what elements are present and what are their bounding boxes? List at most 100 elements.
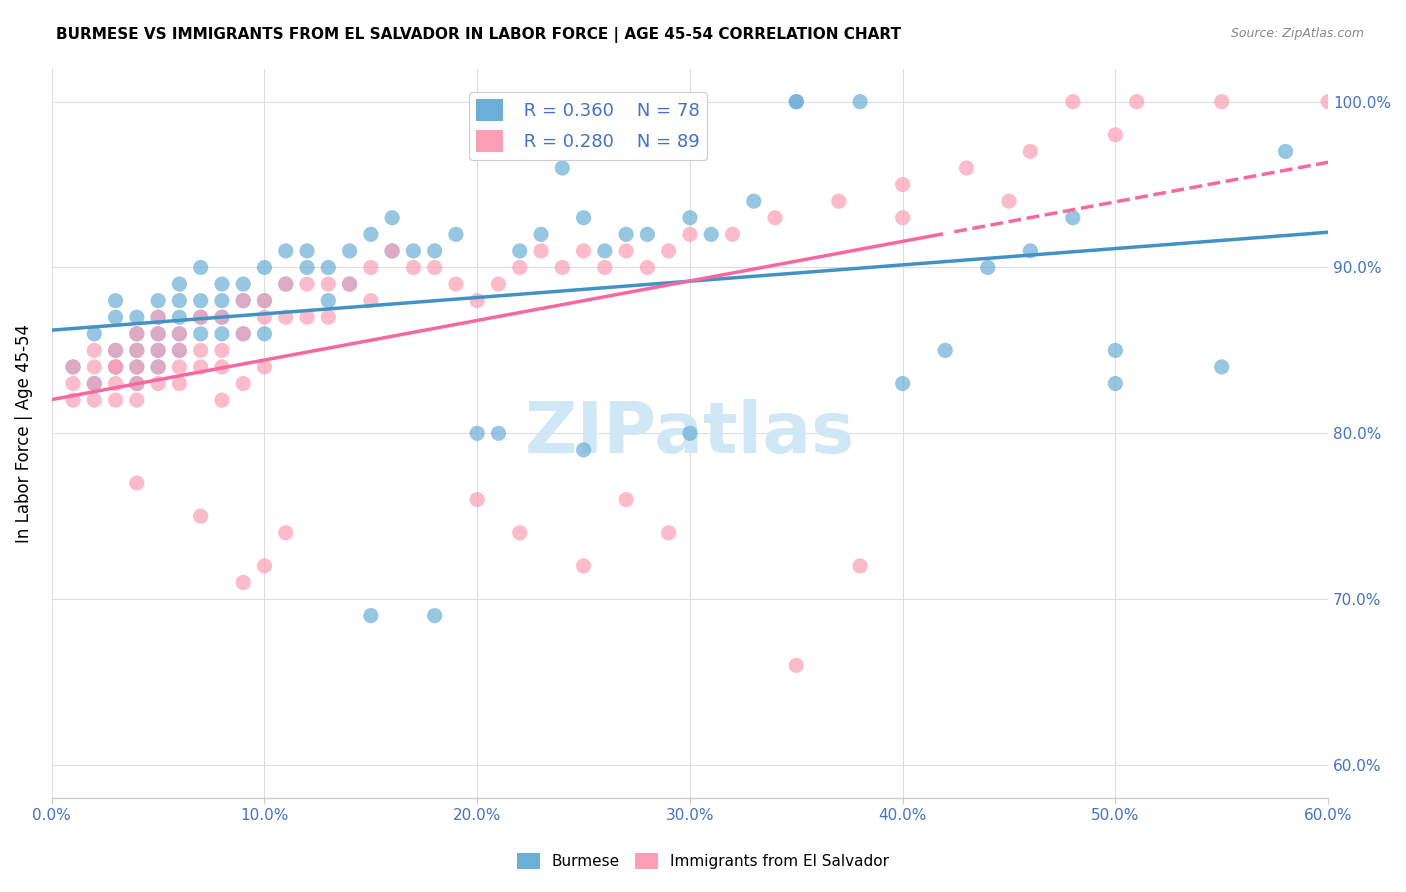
Point <box>83 376 105 391</box>
Point <box>211 343 233 358</box>
Point <box>1062 211 1084 225</box>
Point <box>190 509 212 524</box>
Point <box>1019 244 1042 258</box>
Point <box>83 359 105 374</box>
Point <box>444 227 467 242</box>
Point <box>253 310 276 325</box>
Point <box>360 260 382 275</box>
Point <box>125 343 148 358</box>
Point <box>125 326 148 341</box>
Point <box>891 178 914 192</box>
Point <box>169 293 191 308</box>
Point <box>125 359 148 374</box>
Point <box>934 343 956 358</box>
Text: BURMESE VS IMMIGRANTS FROM EL SALVADOR IN LABOR FORCE | AGE 45-54 CORRELATION CH: BURMESE VS IMMIGRANTS FROM EL SALVADOR I… <box>56 27 901 43</box>
Point <box>169 326 191 341</box>
Point <box>339 277 361 291</box>
Point <box>232 376 254 391</box>
Point <box>614 244 637 258</box>
Point <box>274 277 297 291</box>
Point <box>62 376 84 391</box>
Point <box>232 293 254 308</box>
Point <box>104 343 127 358</box>
Point <box>190 359 212 374</box>
Point <box>1211 95 1233 109</box>
Point <box>849 558 872 573</box>
Y-axis label: In Labor Force | Age 45-54: In Labor Force | Age 45-54 <box>15 324 32 543</box>
Point <box>253 293 276 308</box>
Point <box>785 95 807 109</box>
Point <box>125 376 148 391</box>
Point <box>742 194 765 209</box>
Point <box>785 95 807 109</box>
Point <box>295 310 318 325</box>
Point <box>614 492 637 507</box>
Point <box>977 260 1000 275</box>
Point <box>551 161 574 175</box>
Point <box>1317 95 1340 109</box>
Point <box>169 343 191 358</box>
Point <box>402 244 425 258</box>
Point <box>146 359 169 374</box>
Point <box>274 277 297 291</box>
Point <box>190 260 212 275</box>
Point <box>295 244 318 258</box>
Point <box>636 227 658 242</box>
Point <box>83 393 105 408</box>
Point <box>274 525 297 540</box>
Point <box>423 260 446 275</box>
Point <box>572 558 595 573</box>
Point <box>125 376 148 391</box>
Point <box>190 326 212 341</box>
Point <box>465 293 488 308</box>
Point <box>146 293 169 308</box>
Point <box>295 277 318 291</box>
Point <box>1104 343 1126 358</box>
Point <box>83 376 105 391</box>
Point <box>104 376 127 391</box>
Point <box>402 260 425 275</box>
Point <box>104 359 127 374</box>
Point <box>125 310 148 325</box>
Point <box>232 575 254 590</box>
Point <box>849 95 872 109</box>
Point <box>62 359 84 374</box>
Point <box>211 310 233 325</box>
Point <box>104 359 127 374</box>
Point <box>381 211 404 225</box>
Point <box>679 211 702 225</box>
Point <box>679 426 702 441</box>
Point <box>146 310 169 325</box>
Point <box>62 393 84 408</box>
Point <box>679 227 702 242</box>
Point <box>316 293 339 308</box>
Point <box>316 277 339 291</box>
Point <box>211 310 233 325</box>
Point <box>955 161 977 175</box>
Point <box>169 310 191 325</box>
Point <box>339 277 361 291</box>
Point <box>104 310 127 325</box>
Point <box>125 359 148 374</box>
Point <box>488 277 510 291</box>
Point <box>146 376 169 391</box>
Point <box>423 244 446 258</box>
Legend:  R = 0.360    N = 78,  R = 0.280    N = 89: R = 0.360 N = 78, R = 0.280 N = 89 <box>470 92 707 160</box>
Point <box>190 310 212 325</box>
Point <box>465 492 488 507</box>
Legend: Burmese, Immigrants from El Salvador: Burmese, Immigrants from El Salvador <box>510 847 896 875</box>
Point <box>211 293 233 308</box>
Point <box>465 426 488 441</box>
Point <box>658 525 681 540</box>
Point <box>551 260 574 275</box>
Point <box>125 393 148 408</box>
Point <box>423 608 446 623</box>
Point <box>190 310 212 325</box>
Point <box>1125 95 1147 109</box>
Point <box>360 227 382 242</box>
Point <box>509 260 531 275</box>
Point <box>146 343 169 358</box>
Point <box>232 277 254 291</box>
Point <box>146 326 169 341</box>
Point <box>104 359 127 374</box>
